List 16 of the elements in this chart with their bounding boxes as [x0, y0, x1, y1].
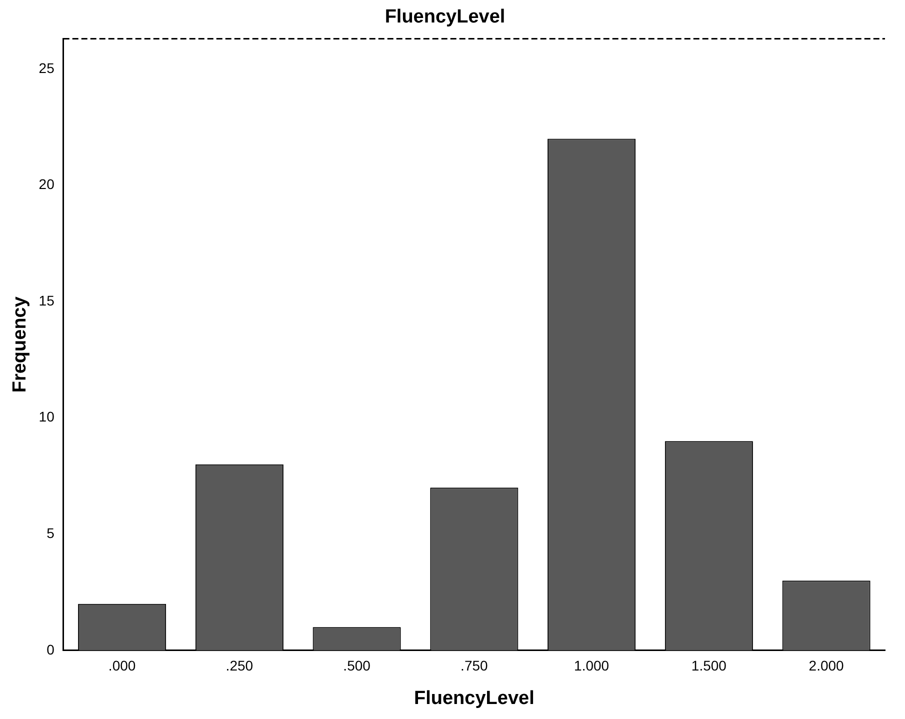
- x-tick-label: .250: [226, 658, 254, 674]
- y-tick-label: 10: [38, 408, 55, 425]
- x-axis-title: FluencyLevel: [414, 688, 534, 709]
- y-tick-label: 0: [46, 641, 55, 658]
- y-tick-label: 25: [38, 60, 55, 76]
- y-axis-title: Frequency: [10, 296, 31, 393]
- x-tick-label: 2.000: [808, 658, 844, 674]
- x-tick-label: 1.500: [691, 658, 727, 674]
- chart-title: FluencyLevel: [384, 6, 506, 28]
- x-tick-label: 1.000: [574, 658, 610, 674]
- y-tick-label: 5: [46, 524, 55, 541]
- x-tick-label: .500: [343, 658, 371, 674]
- x-tick-label: .000: [108, 658, 136, 674]
- x-tick-label: .750: [460, 658, 488, 674]
- y-tick-label: 15: [38, 292, 55, 308]
- y-tick-label: 20: [38, 176, 55, 192]
